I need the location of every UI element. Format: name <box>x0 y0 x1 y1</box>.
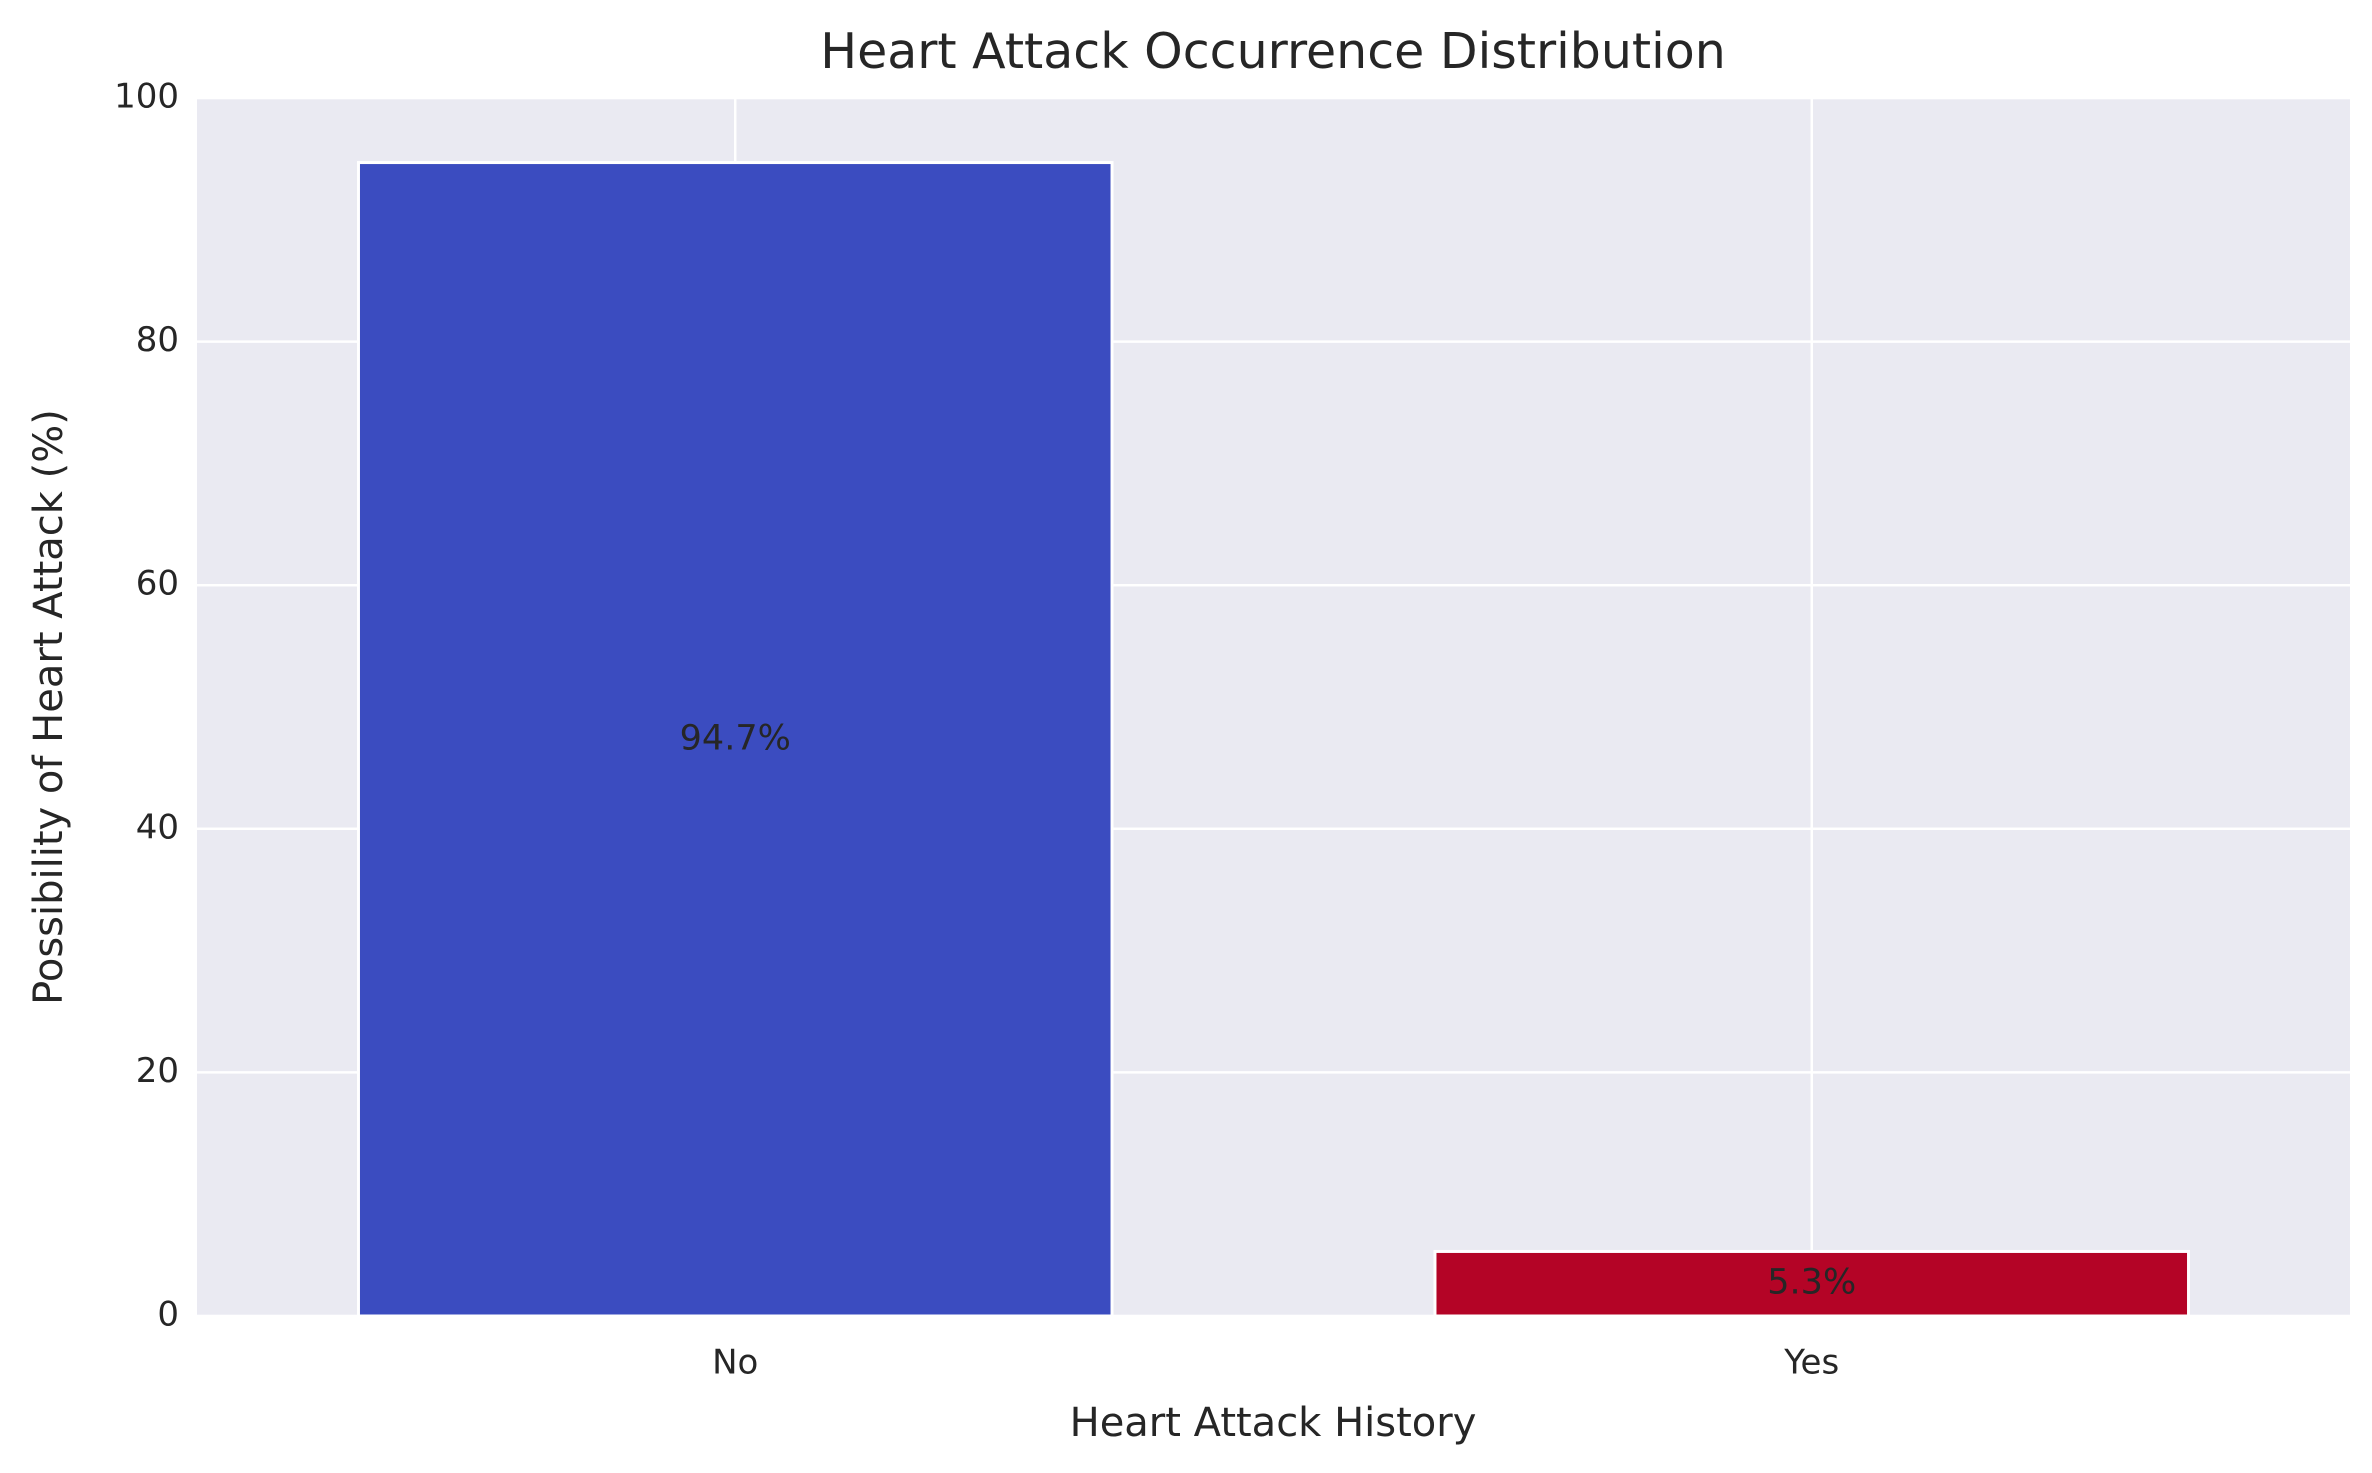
x-tick-labels: No Yes <box>712 1343 1839 1383</box>
x-tick-label: Yes <box>1783 1343 1839 1383</box>
y-tick-label: 40 <box>136 807 179 847</box>
y-tick-label: 0 <box>157 1295 179 1335</box>
bars <box>356 161 2191 1318</box>
y-tick-label: 80 <box>136 320 179 360</box>
y-tick-labels: 0 20 40 60 80 100 <box>114 77 179 1335</box>
bar-no <box>356 161 1114 1318</box>
bar-yes <box>1433 1249 2191 1318</box>
y-tick-label: 100 <box>114 77 179 117</box>
chart-title: Heart Attack Occurrence Distribution <box>820 23 1726 80</box>
data-label-no: 94.7% <box>680 718 791 758</box>
y-tick-label: 60 <box>136 564 179 604</box>
y-tick-label: 20 <box>136 1051 179 1091</box>
x-tick-label: No <box>712 1343 758 1383</box>
y-axis-label: Possibility of Heart Attack (%) <box>26 409 72 1005</box>
data-label-yes: 5.3% <box>1767 1263 1856 1303</box>
data-labels: 94.7% 5.3% <box>680 718 1857 1302</box>
x-axis-label: Heart Attack History <box>1070 1400 1477 1446</box>
